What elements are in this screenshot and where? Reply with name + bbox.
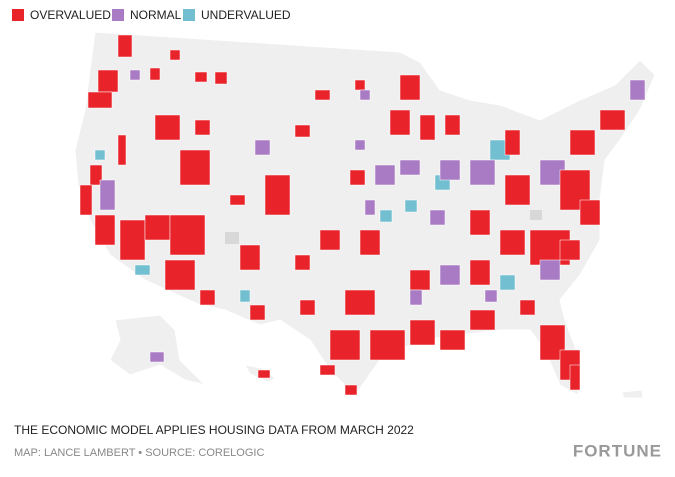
metro-area (599, 109, 626, 131)
metro-area (504, 129, 521, 156)
metro-area (194, 71, 208, 83)
metro-area (429, 209, 446, 226)
metro-area (359, 229, 381, 256)
metro-area (439, 159, 461, 181)
metro-area (439, 329, 466, 351)
metro-area (504, 174, 531, 206)
metro-area (119, 219, 146, 261)
metro-area (354, 79, 366, 91)
metro-area (194, 119, 211, 136)
metro-area (229, 194, 246, 206)
metro-area (154, 114, 181, 141)
metro-area (419, 114, 436, 141)
metro-area (389, 109, 411, 136)
metro-area (444, 114, 461, 136)
metro-area (499, 274, 516, 291)
metro-area (569, 364, 581, 391)
metro-area (94, 214, 116, 246)
metro-area (469, 309, 496, 331)
legend-label: NORMAL (130, 8, 182, 22)
metro-area (399, 74, 421, 101)
metro-area (319, 229, 341, 251)
metro-area (484, 289, 498, 303)
metro-area (117, 134, 127, 166)
metro-area (519, 299, 536, 316)
metro-area (169, 49, 181, 61)
metro-area (294, 254, 311, 271)
metro-area (409, 289, 423, 306)
metro-area (144, 214, 171, 241)
credit: MAP: LANCE LAMBERT • SOURCE: CORELOGIC (14, 447, 264, 459)
metro-area (364, 199, 376, 216)
metro-area (374, 164, 396, 186)
metro-area (399, 159, 421, 176)
legend-label: OVERVALUED (30, 8, 111, 22)
metro-area (99, 179, 116, 211)
metro-area (569, 129, 596, 156)
metro-area (359, 89, 371, 101)
metro-area (539, 259, 561, 281)
legend: OVERVALUED NORMAL UNDERVALUED (12, 8, 291, 22)
metro-area (254, 139, 271, 156)
metro-area (349, 169, 366, 186)
metro-area (369, 329, 406, 361)
metro-area (87, 91, 113, 109)
metro-area (149, 351, 165, 363)
metro-area (579, 199, 601, 226)
metro-area (94, 149, 106, 161)
metro-area (89, 164, 103, 186)
metro-area (214, 71, 228, 85)
metro-area (239, 244, 261, 271)
metro-area (134, 264, 151, 276)
footnote: THE ECONOMIC MODEL APPLIES HOUSING DATA … (14, 423, 414, 437)
metro-area (499, 229, 526, 256)
logo: FORTUNE (573, 441, 662, 460)
metro-area (257, 369, 271, 379)
metro-area (409, 319, 436, 346)
metro-area (379, 209, 393, 223)
metro-area (97, 69, 119, 93)
metro-area (344, 289, 376, 316)
metro-area (164, 259, 196, 291)
metro-area (79, 184, 93, 216)
metro-area (117, 34, 133, 58)
metro-area (129, 69, 141, 81)
metro-area (239, 289, 251, 303)
metro-area (264, 174, 291, 216)
metro-area (469, 259, 491, 286)
metro-area (439, 264, 461, 286)
metro-area (629, 79, 646, 101)
metro-area (469, 209, 491, 236)
metro-area (344, 384, 358, 396)
metro-area (169, 214, 206, 256)
metro-area (179, 149, 211, 186)
metro-area (199, 289, 216, 306)
metro-area (354, 139, 366, 151)
metro-area (299, 299, 316, 316)
puerto-rico (621, 389, 644, 399)
legend-swatch (12, 9, 24, 21)
metro-area (319, 364, 336, 376)
metro-area (149, 67, 161, 81)
metro-areas (79, 34, 646, 396)
no-data-area (530, 210, 542, 220)
metro-area (294, 124, 311, 138)
no-data-area (225, 232, 239, 244)
metro-area (249, 304, 266, 321)
legend-swatch (183, 9, 195, 21)
alaska (109, 314, 207, 386)
metro-area (314, 89, 331, 101)
metro-area (409, 269, 431, 291)
metro-area (559, 239, 581, 261)
legend-swatch (112, 9, 124, 21)
legend-label: UNDERVALUED (201, 8, 291, 22)
metro-area (329, 329, 361, 361)
metro-area (469, 159, 496, 186)
metro-area (404, 199, 418, 213)
